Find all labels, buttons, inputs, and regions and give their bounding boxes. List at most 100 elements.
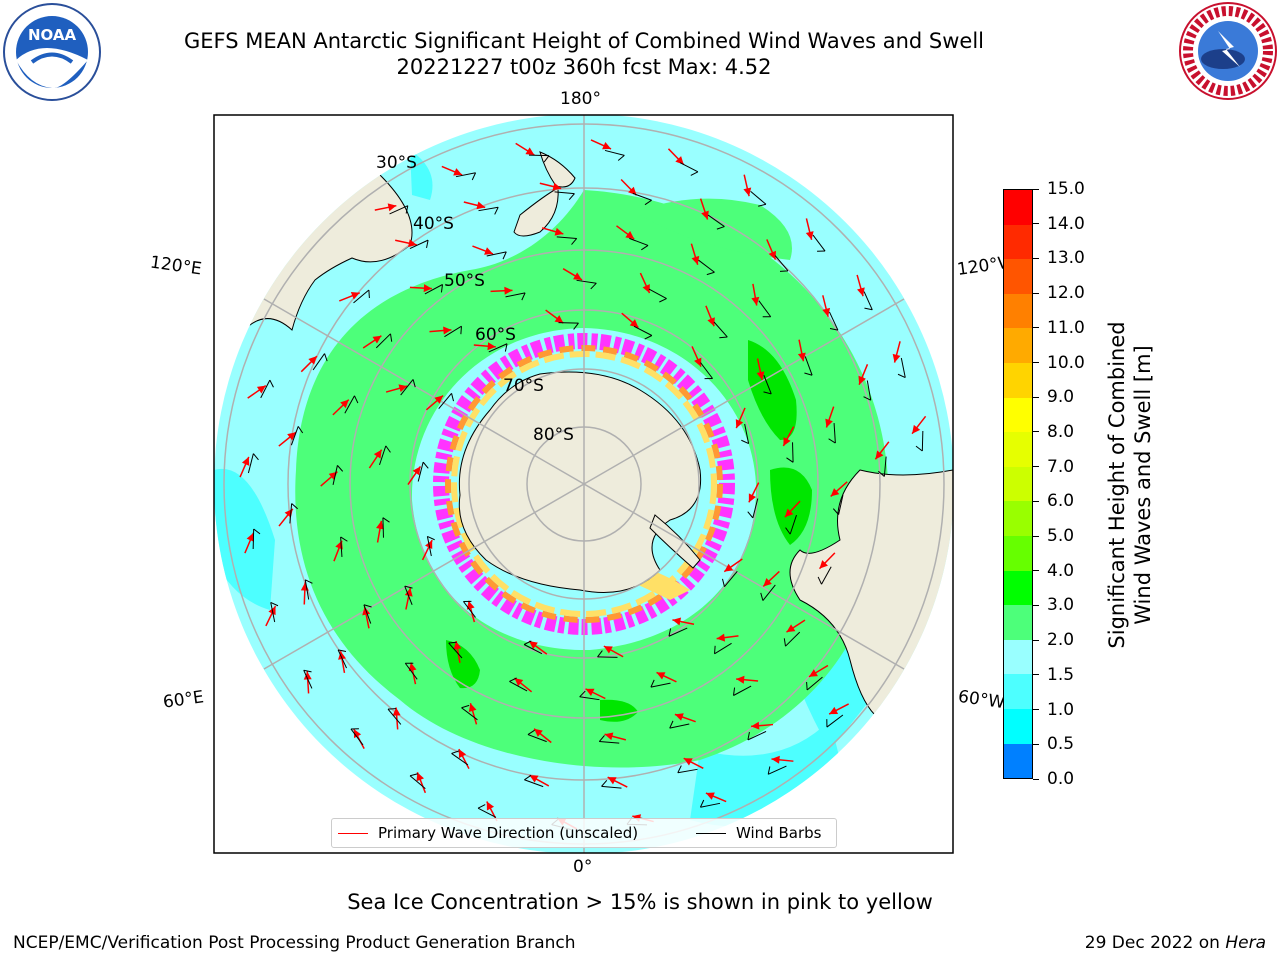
wave-arrow-head	[552, 182, 562, 191]
wind-barb-staff	[382, 517, 384, 538]
wind-barb-flag	[303, 669, 312, 673]
wave-arrow-head	[408, 239, 417, 248]
legend-black-line	[696, 832, 726, 834]
wave-arrow-head	[743, 187, 752, 197]
wind-barb-flag	[806, 681, 808, 691]
wave-arrow-head	[287, 432, 296, 441]
wave-arrow-head	[858, 375, 866, 385]
wind-barb-flag	[521, 292, 526, 301]
legend-red-line	[338, 832, 368, 834]
wave-arrow-head	[819, 560, 828, 569]
wind-barb-staff	[789, 514, 797, 535]
lat-label-50s: 50°S	[444, 271, 485, 291]
wind-barb-staff	[576, 279, 597, 284]
wind-barb-flag	[716, 226, 725, 230]
wind-barb-staff	[633, 325, 653, 336]
wave-arrow-head	[340, 399, 349, 409]
map-frame	[213, 114, 954, 854]
nws-logo	[1178, 1, 1278, 101]
wind-barb-flag	[502, 251, 507, 260]
legend-wind-barbs: Wind Barbs	[696, 824, 821, 842]
wind-barb-staff	[733, 685, 752, 696]
wave-arrow-head	[387, 203, 397, 212]
wind-barb-flag	[829, 328, 838, 331]
wind-barb-staff	[669, 723, 690, 729]
strong-wave-patch	[446, 640, 480, 689]
wind-barb-flag	[763, 391, 772, 395]
wind-barb-staff	[375, 333, 391, 349]
wind-barb-staff	[344, 395, 355, 414]
wind-barb-staff	[478, 206, 499, 212]
wind-barb-staff	[648, 288, 667, 299]
wind-barb-flag	[571, 238, 578, 245]
colorbar-segment	[1004, 293, 1032, 329]
wind-barb-staff	[921, 430, 924, 452]
wind-barb-flag	[747, 731, 750, 740]
colorbar-segment	[1004, 259, 1032, 294]
wind-barb-staff	[444, 325, 462, 338]
wind-barb-flag	[440, 284, 444, 293]
footer-credit: NCEP/EMC/Verification Post Processing Pr…	[13, 933, 576, 953]
wind-barb-flag	[741, 439, 749, 445]
colorbar-tick: 0.5	[1033, 734, 1074, 754]
wave-arrow-head	[241, 456, 250, 466]
wave-arrow-head	[694, 357, 702, 367]
wind-barb-flag	[471, 172, 477, 181]
wave-arrow-head	[656, 672, 666, 680]
wave-arrow-head	[529, 641, 538, 650]
wave-arrow-head	[805, 231, 814, 240]
wave-arrow-head	[350, 292, 360, 300]
wind-barb-flag	[382, 517, 390, 523]
wind-barb-staff	[387, 708, 402, 725]
lat-label-40s: 40°S	[413, 214, 454, 234]
wind-barb-staff	[804, 356, 813, 376]
wind-barb-staff	[714, 642, 732, 655]
wind-barb-staff	[698, 259, 715, 273]
wind-barb-flag	[269, 379, 274, 388]
wind-barb-staff	[524, 779, 544, 788]
wave-arrow-head	[629, 319, 639, 328]
wave-arrow-head	[443, 326, 452, 335]
chart-title: GEFS MEAN Antarctic Significant Height o…	[183, 29, 985, 53]
wave-arrow-head	[525, 147, 535, 155]
wind-barb-flag	[354, 395, 359, 404]
wind-barb-staff	[486, 251, 507, 257]
wave-arrow-head	[408, 662, 417, 672]
wind-barb-flag	[644, 199, 652, 206]
wind-barb-staff	[409, 239, 429, 250]
wind-barb-flag	[291, 503, 298, 510]
wind-barb-staff	[417, 462, 424, 482]
wind-barb-flag	[451, 750, 460, 754]
colorbar-tick: 0.0	[1033, 769, 1074, 789]
wind-barb-flag	[783, 638, 786, 647]
wave-arrow-head	[573, 272, 583, 280]
wave-arrow-head	[672, 617, 682, 626]
wave-arrow-head	[912, 424, 921, 434]
wave-arrow-head	[857, 287, 865, 297]
wave-arrow-head	[554, 315, 564, 324]
strong-wave-patch	[748, 340, 797, 440]
colorbar-tick: 9.0	[1033, 387, 1074, 407]
wind-barb-staff	[260, 379, 271, 399]
wind-barb-flag	[427, 535, 435, 541]
wind-barb-staff	[477, 807, 497, 818]
wind-barb-flag	[305, 579, 313, 584]
wind-barb-flag	[405, 205, 409, 214]
wind-barb-staff	[629, 237, 649, 246]
wind-barb-staff	[252, 528, 255, 550]
wind-barb-staff	[350, 728, 364, 746]
wind-barb-flag	[363, 604, 372, 608]
wind-barb-flag	[659, 298, 667, 303]
colorbar-segment	[1004, 432, 1032, 467]
wind-barb-flag	[460, 326, 462, 335]
wind-barb-staff	[632, 192, 652, 201]
wind-barb-staff	[826, 714, 844, 728]
wave-arrow-head	[674, 713, 684, 721]
wind-barb-staff	[747, 730, 767, 741]
wave-arrow-head	[892, 353, 901, 363]
wind-barb-staff	[752, 498, 759, 518]
wind-barb-flag	[252, 453, 259, 461]
colorbar-segment	[1004, 674, 1032, 709]
wind-barb-flag	[368, 289, 370, 299]
noaa-logo: NOAA	[2, 2, 102, 102]
